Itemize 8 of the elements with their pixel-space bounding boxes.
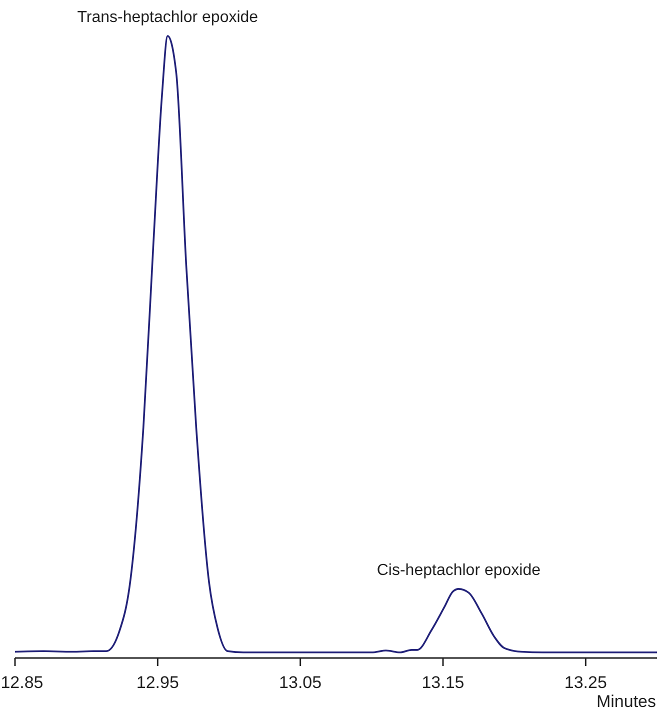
x-tick-label: 13.25: [564, 673, 607, 692]
x-tick-label: 12.95: [136, 673, 179, 692]
annotation: Cis-heptachlor epoxide: [376, 562, 541, 579]
annotation: Trans-heptachlor epoxide: [77, 9, 258, 26]
x-tick-label: 12.85: [0, 673, 44, 692]
x-axis-title: Minutes: [596, 692, 656, 711]
x-tick-label: 13.15: [422, 673, 464, 692]
x-tick-label: 13.05: [279, 673, 322, 692]
